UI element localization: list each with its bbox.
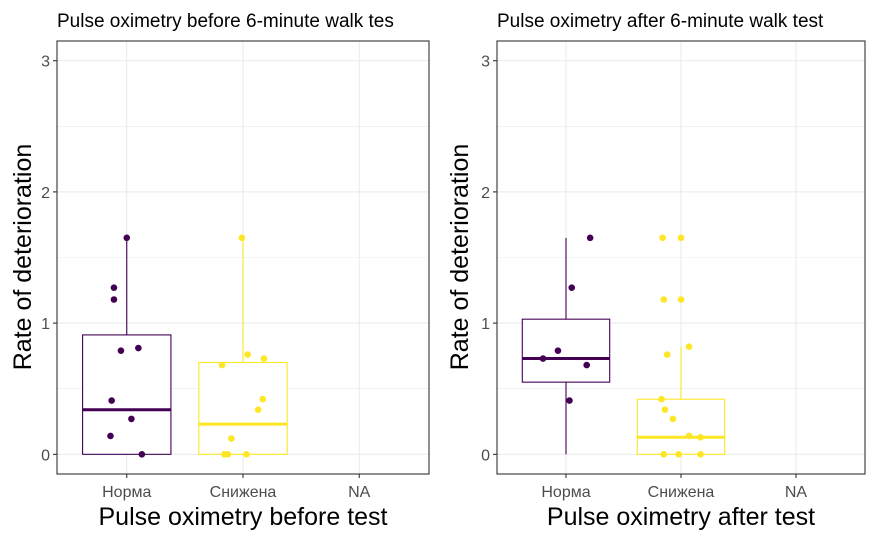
data-point [663,351,671,358]
data-point [677,296,685,303]
data-points [107,234,268,458]
data-point [110,284,118,291]
data-point [128,415,135,423]
data-point [135,344,142,352]
chart-title: Pulse oximetry before 6-minute walk tes [57,11,394,32]
data-point [660,451,668,458]
y-tick-label: 1 [41,316,50,333]
data-point [685,343,693,351]
data-point [660,296,668,303]
data-point [677,234,685,242]
data-point [583,361,590,369]
panel-before-test: Pulse oximetry before 6-minute walk tes … [9,11,430,531]
y-tick-label: 3 [41,54,50,71]
y-axis-label: Rate of deterioration [9,144,37,371]
data-point [243,451,250,458]
data-point [259,395,267,403]
data-point [697,433,704,441]
data-point [254,406,262,414]
y-tick-label: 0 [481,447,490,464]
y-tick-label: 0 [41,447,50,464]
data-point [218,361,226,369]
data-point [117,347,125,354]
x-tick-label: Снижена [648,484,715,501]
data-point [238,234,246,242]
data-point [661,406,669,414]
data-points [539,234,704,458]
y-axis-ticks: 0 1 2 3 [41,54,57,464]
data-point [659,234,666,242]
data-point [539,355,547,362]
y-tick-label: 1 [481,316,490,333]
x-axis-ticks: Норма Снижена NA [102,474,371,501]
data-point [110,296,118,303]
data-point [566,397,573,404]
data-point [244,351,251,358]
boxplots [521,237,726,455]
y-axis-ticks: 0 1 2 3 [481,54,497,464]
y-tick-label: 3 [481,54,490,71]
x-tick-label: NA [785,484,808,501]
box [521,318,611,383]
x-axis-label: Pulse oximetry after test [547,503,815,531]
data-point [224,451,232,458]
chart-title: Pulse oximetry after 6-minute walk test [497,11,824,32]
data-point [669,415,677,423]
data-point [568,284,576,291]
y-tick-label: 2 [41,185,50,202]
data-point [260,355,268,362]
x-tick-label: Норма [541,484,590,501]
y-tick-label: 2 [481,185,490,202]
x-tick-label: NA [348,484,371,501]
data-point [123,234,131,242]
x-axis-ticks: Норма Снижена NA [541,474,807,501]
data-point [138,451,146,458]
x-tick-label: Норма [102,484,151,501]
data-point [685,432,693,440]
box [82,334,172,455]
data-point [675,451,682,458]
data-point [228,435,235,442]
x-tick-label: Снижена [210,484,277,501]
panel-after-test: Pulse oximetry after 6-minute walk test … [446,11,866,531]
data-point [697,451,704,458]
box [636,398,726,455]
x-axis-label: Pulse oximetry before test [98,503,387,531]
boxplots [82,237,288,455]
data-point [554,347,562,354]
box [198,361,288,455]
data-point [108,397,115,404]
data-point [658,395,665,403]
y-axis-label: Rate of deterioration [446,144,474,371]
data-point [586,234,594,242]
data-point [107,432,114,440]
